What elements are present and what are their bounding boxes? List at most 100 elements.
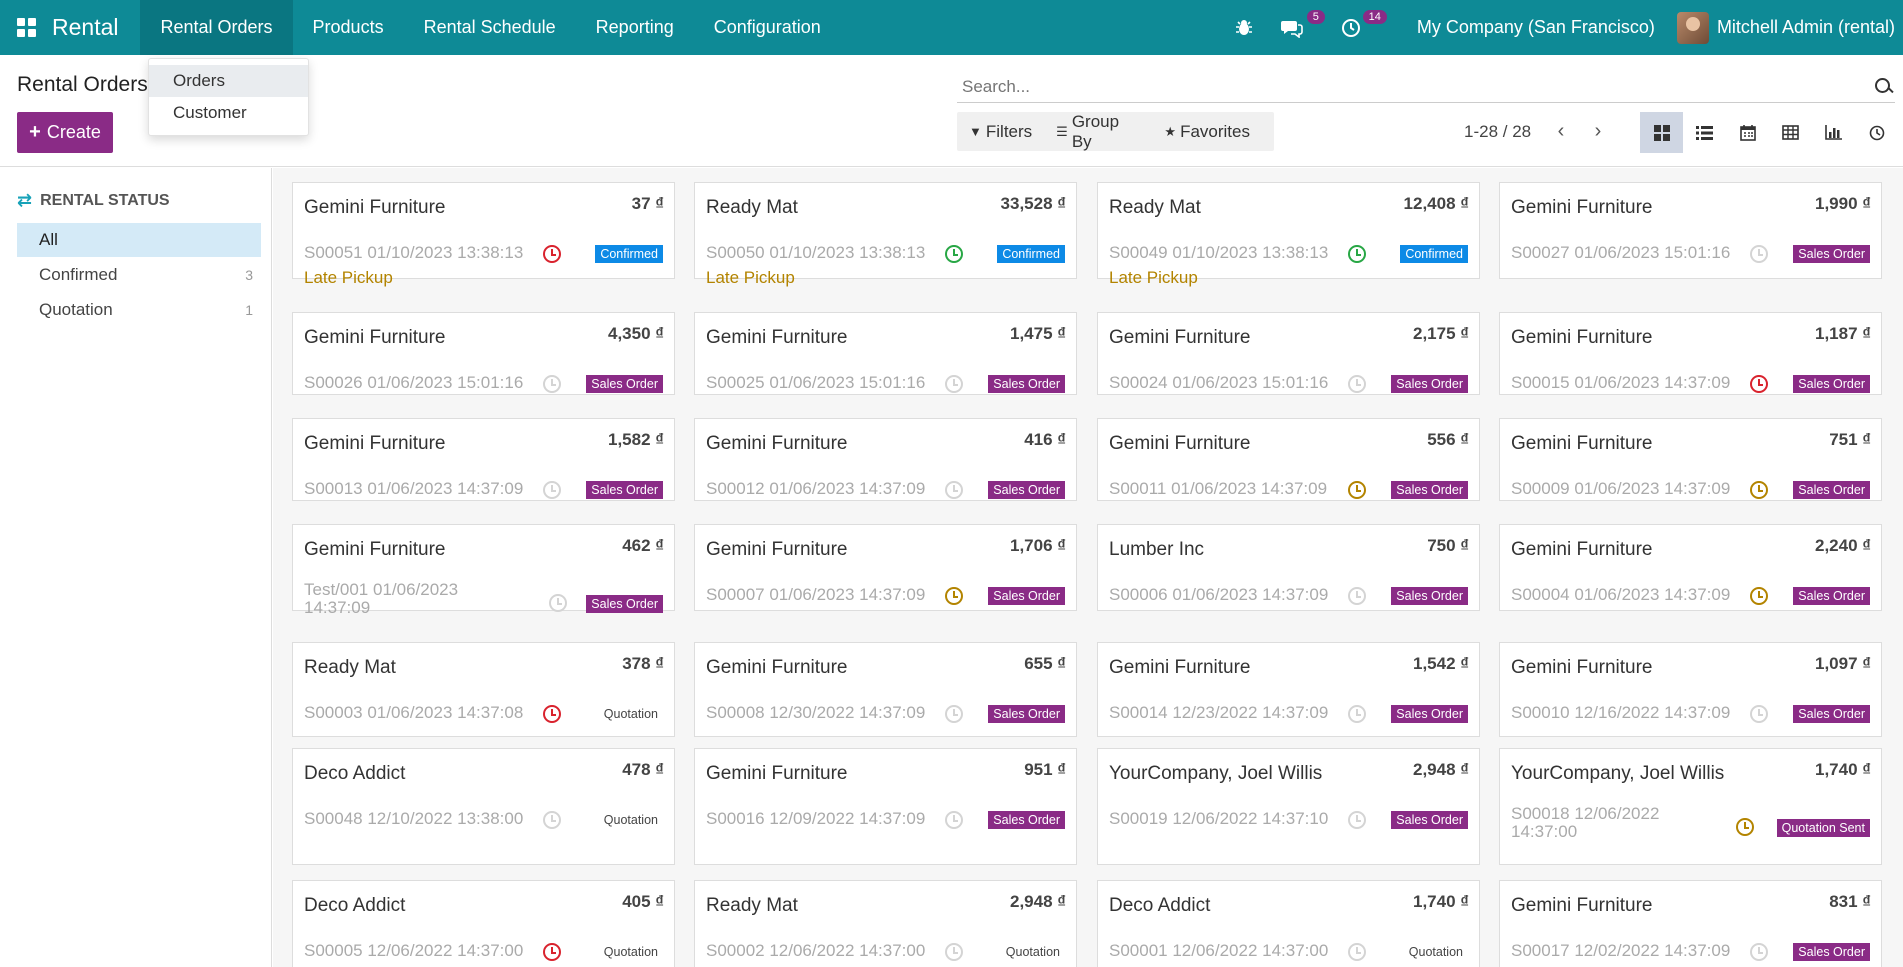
status-badge: Sales Order [1391,375,1468,393]
list-view-icon[interactable] [1683,112,1726,153]
activity-clock-icon[interactable] [945,245,963,263]
kanban-card[interactable]: Gemini Furniture 1,542 ₫ S00014 12/23/2022… [1097,642,1480,737]
kanban-card[interactable]: Ready Mat 2,948 ₫ S00002 12/06/2022 14:37:… [694,880,1077,967]
activity-clock-icon[interactable] [1348,245,1366,263]
activity-clock-icon[interactable] [945,811,963,829]
menu-configuration[interactable]: Configuration [713,17,821,37]
activities-icon[interactable]: 14 [1327,0,1389,55]
groupby-button[interactable]: ☰ Group By [1056,112,1140,152]
card-amount: 2,240 ₫ [1815,536,1871,555]
kanban-card[interactable]: Gemini Furniture 751 ₫ S00009 01/06/2023 1… [1499,418,1882,501]
activity-clock-icon[interactable] [543,245,561,263]
activity-clock-icon[interactable] [1348,481,1366,499]
kanban-card[interactable]: Gemini Furniture 1,187 ₫ S00015 01/06/2023… [1499,312,1882,395]
pivot-view-icon[interactable] [1769,112,1812,153]
kanban-card[interactable]: Gemini Furniture 1,706 ₫ S00007 01/06/2023… [694,524,1077,611]
activity-clock-icon[interactable] [945,481,963,499]
kanban-card[interactable]: Deco Addict 405 ₫ S00005 12/06/2022 14:37:… [292,880,675,967]
activity-clock-icon[interactable] [945,587,963,605]
pager-value[interactable]: 1-28 / 28 [1464,122,1532,141]
activity-view-icon[interactable] [1855,112,1898,153]
activity-clock-icon[interactable] [543,811,561,829]
app-brand[interactable]: Rental [52,14,119,40]
dropdown-item-customer[interactable]: Customer [173,103,247,122]
menu-rental-schedule[interactable]: Rental Schedule [423,17,556,37]
kanban-card[interactable]: Gemini Furniture 1,475 ₫ S00025 01/06/2023… [694,312,1077,395]
company-switcher[interactable]: My Company (San Francisco) [1416,17,1655,37]
kanban-card[interactable]: Deco Addict 478 ₫ S00048 12/10/2022 13:38:… [292,748,675,865]
user-menu[interactable]: Mitchell Admin (rental) [1676,11,1903,44]
kanban-card[interactable]: Gemini Furniture 2,240 ₫ S00004 01/06/2023… [1499,524,1882,611]
status-badge: Sales Order [988,811,1065,829]
apps-menu-icon[interactable] [0,0,52,55]
kanban-card[interactable]: Gemini Furniture 462 ₫ Test/001 01/06/2023… [292,524,675,617]
activity-clock-icon[interactable] [1736,818,1754,836]
menu-rental-orders[interactable]: Rental Orders [140,0,293,55]
dropdown-item-orders[interactable]: Orders [149,65,308,97]
sidebar-item-confirmed[interactable]: Confirmed 3 [17,258,261,292]
activity-clock-icon[interactable] [543,481,561,499]
activity-clock-icon[interactable] [1348,587,1366,605]
kanban-card[interactable]: Deco Addict 1,740 ₫ S00001 12/06/2022 14:3… [1097,880,1480,967]
activity-clock-icon[interactable] [945,943,963,961]
activity-clock-icon[interactable] [549,594,567,612]
kanban-card[interactable]: Gemini Furniture 951 ₫ S00016 12/09/2022 1… [694,748,1077,865]
kanban-card[interactable]: Gemini Furniture 2,175 ₫ S00024 01/06/2023… [1097,312,1480,395]
activity-clock-icon[interactable] [945,705,963,723]
activity-clock-icon[interactable] [1750,943,1768,961]
kanban-card[interactable]: Gemini Furniture 37 ₫ S00051 01/10/2023 13… [292,182,675,287]
activity-clock-icon[interactable] [945,375,963,393]
avatar [1676,11,1709,44]
pager-previous-icon[interactable]: ‹ [1557,119,1565,142]
card-reference: S00003 01/06/2023 14:37:08 [304,703,524,722]
kanban-card[interactable]: Gemini Furniture 831 ₫ S00017 12/02/2022 1… [1499,880,1882,967]
search-icon[interactable] [1873,76,1895,98]
card-partner: YourCompany, Joel Willis [1109,763,1323,784]
kanban-card[interactable]: Ready Mat 33,528 ₫ S00050 01/10/2023 13:38… [694,182,1077,287]
calendar-view-icon[interactable] [1726,112,1769,153]
activity-clock-icon[interactable] [1348,705,1366,723]
activity-clock-icon[interactable] [1348,811,1366,829]
create-button[interactable]: + Create [17,112,113,153]
messages-icon[interactable]: 5 [1267,0,1327,55]
status-badge: Confirmed [1400,245,1468,263]
kanban-card[interactable]: Gemini Furniture 655 ₫ S00008 12/30/2022 1… [694,642,1077,737]
debug-icon[interactable] [1221,0,1267,55]
kanban-card[interactable]: Lumber Inc 750 ₫ S00006 01/06/2023 14:37:0… [1097,524,1480,611]
activity-clock-icon[interactable] [543,705,561,723]
card-reference: S00009 01/06/2023 14:37:09 [1511,479,1731,498]
kanban-card[interactable]: Gemini Furniture 1,990 ₫ S00027 01/06/2023… [1499,182,1882,279]
kanban-card[interactable]: YourCompany, Joel Willis 1,740 ₫ S00018 12… [1499,748,1882,865]
search-input[interactable] [957,76,1873,97]
menu-reporting[interactable]: Reporting [595,17,674,37]
filters-button[interactable]: ▼ Filters [969,122,1032,142]
activity-clock-icon[interactable] [1348,943,1366,961]
activity-clock-icon[interactable] [543,943,561,961]
kanban-card[interactable]: Gemini Furniture 416 ₫ S00012 01/06/2023 1… [694,418,1077,501]
groupby-label: Group By [1071,111,1120,151]
kanban-card[interactable]: Gemini Furniture 556 ₫ S00011 01/06/2023 1… [1097,418,1480,501]
kanban-view-icon[interactable] [1640,112,1683,153]
activity-clock-icon[interactable] [1750,481,1768,499]
kanban-card[interactable]: Gemini Furniture 4,350 ₫ S00026 01/06/2023… [292,312,675,395]
kanban-card[interactable]: Gemini Furniture 1,097 ₫ S00010 12/16/2022… [1499,642,1882,737]
kanban-card[interactable]: Gemini Furniture 1,582 ₫ S00013 01/06/2023… [292,418,675,501]
sidebar-item-quotation[interactable]: Quotation 1 [17,293,261,327]
pager-next-icon[interactable]: › [1594,119,1602,142]
user-name: Mitchell Admin (rental) [1716,17,1895,37]
kanban-card[interactable]: YourCompany, Joel Willis 2,948 ₫ S00019 12… [1097,748,1480,865]
kanban-card[interactable]: Ready Mat 378 ₫ S00003 01/06/2023 14:37:08… [292,642,675,737]
kanban-card[interactable]: Ready Mat 12,408 ₫ S00049 01/10/2023 13:38… [1097,182,1480,287]
card-amount: 1,187 ₫ [1815,324,1871,343]
activity-clock-icon[interactable] [1348,375,1366,393]
graph-view-icon[interactable] [1812,112,1855,153]
activity-clock-icon[interactable] [1750,375,1768,393]
activity-clock-icon[interactable] [543,375,561,393]
card-amount: 1,542 ₫ [1413,654,1469,673]
activity-clock-icon[interactable] [1750,705,1768,723]
activity-clock-icon[interactable] [1750,245,1768,263]
favorites-button[interactable]: ★ Favorites [1164,122,1250,142]
sidebar-item-all[interactable]: All [17,223,261,257]
menu-products[interactable]: Products [312,17,384,37]
activity-clock-icon[interactable] [1750,587,1768,605]
